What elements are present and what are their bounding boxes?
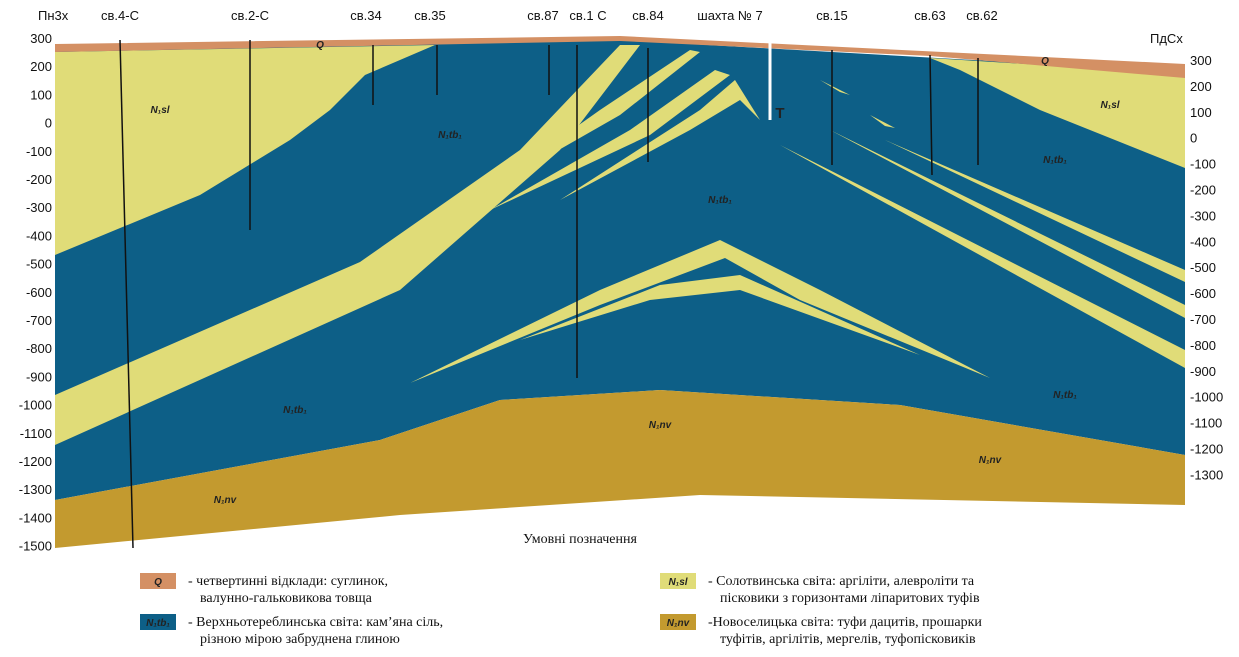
legend-symbol: N₁tb₁ [146,618,170,629]
right-axis-label: 200 [1190,79,1212,94]
legend-symbol: N₁sl [668,577,687,588]
well-label: св.4-С [101,8,139,23]
left-axis-label: -900 [26,369,52,384]
right-axis-label: -1200 [1190,442,1223,457]
well-label: св.87 [527,8,558,23]
geology [55,36,1185,548]
left-axis-label: -1500 [19,539,52,554]
layer-label: N₁tb₁ [708,195,732,206]
left-axis-label: -1200 [19,454,52,469]
legend-text: різною мірою забруднена глиною [200,632,400,647]
layer-label: N₁nv [979,455,1003,466]
right-axis-label: -300 [1190,208,1216,223]
legend-title: Умовні позначення [523,532,637,547]
left-axis-label: -100 [26,144,52,159]
left-axis-label: 0 [45,116,52,131]
right-axis-label: 100 [1190,105,1212,120]
well-label: св.35 [414,8,445,23]
left-axis-label: -700 [26,313,52,328]
layer-label: Q [1041,56,1049,67]
layer-label: N₁tb₁ [1053,390,1077,401]
left-axis-label: 300 [30,31,52,46]
right-axis-label: -800 [1190,338,1216,353]
layer-label: N₁nv [649,420,673,431]
layer-label: N₁nv [214,495,238,506]
right-axis-label: -400 [1190,234,1216,249]
layer-label: N₁tb₁ [1043,155,1067,166]
legend-text: - Солотвинська світа: аргіліти, алевролі… [708,574,975,589]
well-label: св.84 [632,8,663,23]
right-axis-label: 0 [1190,131,1197,146]
legend-text: - Верхньотереблинська світа: кам’яна сіл… [188,615,443,630]
right-axis-label: -1100 [1190,416,1222,431]
left-axis-label: -300 [26,200,52,215]
legend-symbol: N₁nv [667,618,691,629]
right-axis-label: -600 [1190,286,1216,301]
left-axis-label: 100 [30,87,52,102]
layer-label: N₁tb₁ [438,130,462,141]
right-axis-label: -900 [1190,364,1216,379]
legend-text: туфітів, аргілітів, мергелів, туфопісков… [720,632,976,647]
left-axis-label: -1100 [20,426,52,441]
right-axis-label: -500 [1190,260,1216,275]
well-label: шахта № 7 [697,8,762,23]
well-label: св.34 [350,8,381,23]
well-label: св.15 [816,8,847,23]
cross-section: Пн3х ПдСх св.4-С св.2-С св.34 св.35 св.87 св.1 … [0,0,1239,657]
left-axis-label: -200 [26,172,52,187]
well-label: св.62 [966,8,997,23]
left-axis-label: -500 [26,257,52,272]
legend-text: пісковики з горизонтами ліпаритових туфі… [720,591,980,606]
direction-label: ПдСх [1150,31,1183,46]
direction-label: Пн3х [38,8,69,23]
legend-text: - четвертинні відклади: суглинок, [188,574,388,589]
layer-label: N₁sl [1100,100,1119,111]
well-label: св.1 С [569,8,606,23]
right-axis-label: -200 [1190,183,1216,198]
right-axis-label: -700 [1190,312,1216,327]
left-axis-label: -400 [26,228,52,243]
right-axis-label: -100 [1190,157,1216,172]
left-axis-label: -1000 [19,398,52,413]
legend-text: валунно-гальковикова товща [200,591,373,606]
left-axis-label: -800 [26,341,52,356]
legend-symbol: Q [154,577,162,588]
layer-label: N₁sl [150,105,169,116]
layer-label: N₁tb₁ [283,405,307,416]
left-axis-label: 200 [30,59,52,74]
right-axis-label: -1300 [1190,467,1223,482]
well-label: св.2-С [231,8,269,23]
left-axis-label: -1300 [19,482,52,497]
layer-label: T [775,105,784,122]
layer-label: Q [316,40,324,51]
well-label: св.63 [914,8,945,23]
right-axis-label: -1000 [1190,390,1223,405]
left-axis-label: -1400 [19,510,52,525]
legend-text: -Новоселицька світа: туфи дацитів, проша… [708,615,982,630]
right-axis-label: 300 [1190,53,1212,68]
left-axis-label: -600 [26,285,52,300]
